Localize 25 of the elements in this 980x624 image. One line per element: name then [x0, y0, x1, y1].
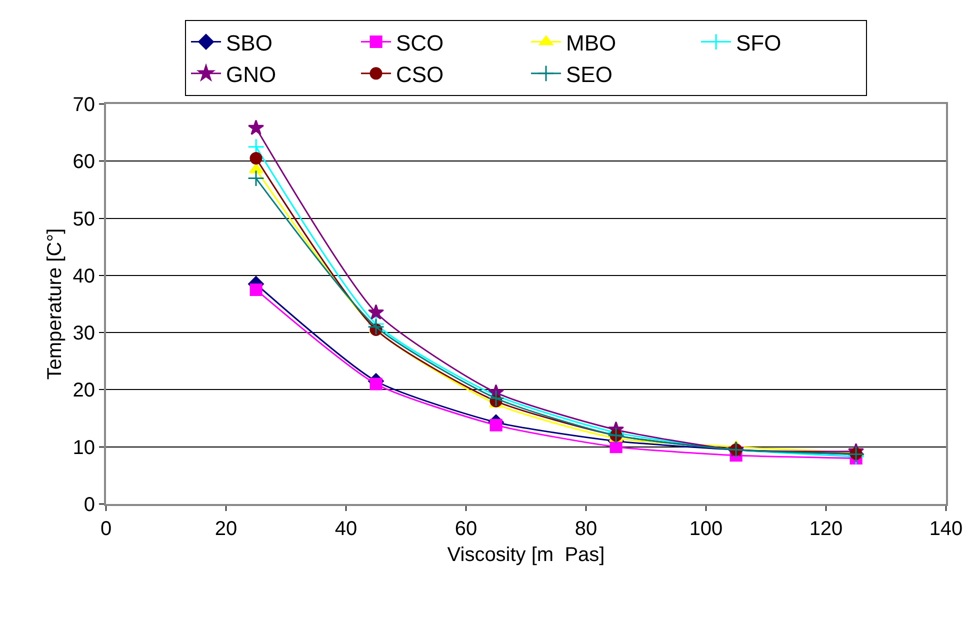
y-tick-label: 40 — [72, 265, 95, 288]
legend-label: SBO — [226, 30, 272, 56]
y-tick-label: 20 — [72, 380, 95, 402]
legend-label: SEO — [566, 62, 612, 87]
y-tick-label: 0 — [84, 494, 95, 516]
x-tick-label: 100 — [689, 518, 723, 540]
x-tick-label: 40 — [334, 518, 358, 540]
legend-label: SCO — [396, 30, 444, 56]
x-tick-label: 120 — [809, 518, 843, 540]
y-tick-label: 60 — [72, 151, 95, 174]
y-tick-label: 10 — [72, 436, 95, 459]
x-tick-label: 140 — [929, 518, 963, 540]
legend-label: SFO — [736, 30, 782, 56]
x-tick-label: 60 — [454, 518, 478, 540]
y-axis-title: Temperature [C°] — [44, 228, 66, 380]
legend-label: GNO — [226, 62, 276, 87]
x-tick-label: 80 — [574, 518, 598, 540]
x-tick-label: 20 — [214, 518, 238, 540]
x-tick-label: 0 — [100, 518, 112, 540]
x-axis-title: Viscosity [m Pas] — [447, 544, 605, 566]
legend-label: MBO — [566, 30, 616, 56]
legend-label: CSO — [396, 62, 444, 87]
y-tick-label: 70 — [72, 94, 95, 116]
y-tick-label: 30 — [72, 322, 95, 345]
y-tick-label: 50 — [72, 208, 95, 230]
